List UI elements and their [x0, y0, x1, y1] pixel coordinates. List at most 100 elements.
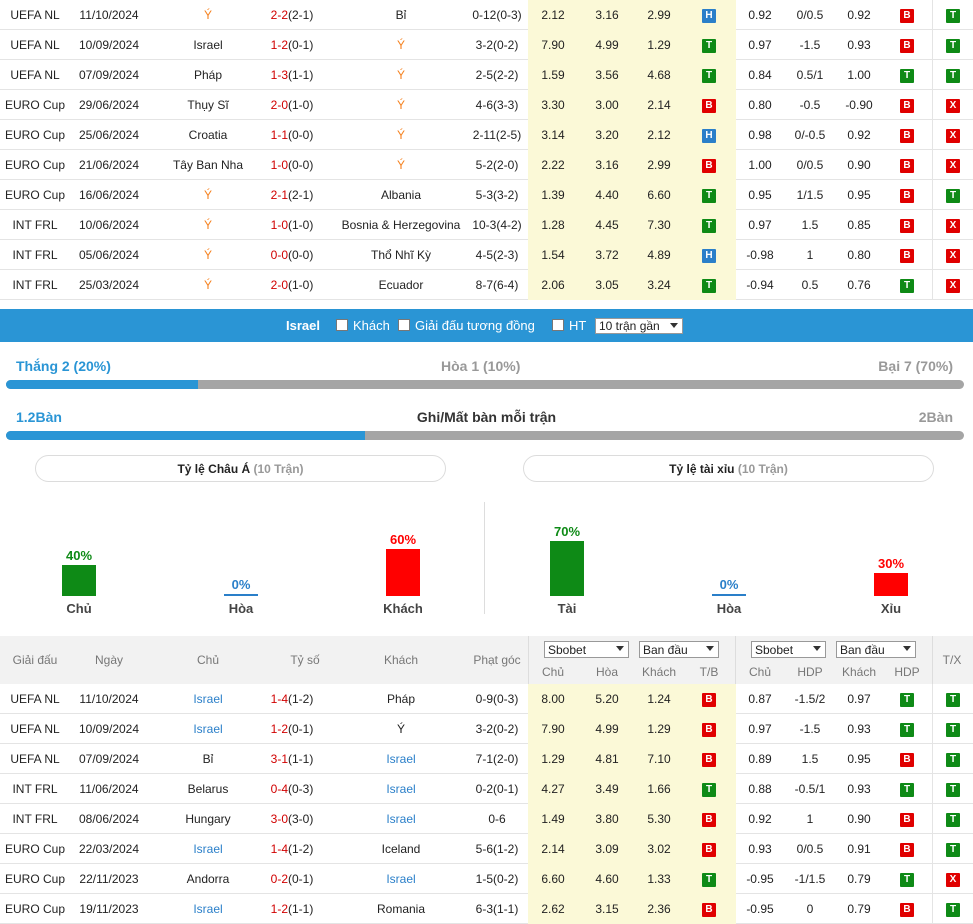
table-row[interactable]: INT FRL 11/06/2024 Belarus 0-4(0-3) Israel 0-…: [0, 774, 973, 804]
league-name[interactable]: UEFA NL: [10, 752, 60, 766]
same-league-filter[interactable]: Giải đấu tương đồng: [398, 309, 535, 342]
home-team[interactable]: Pháp: [193, 68, 223, 82]
table-row[interactable]: UEFA NL 10/09/2024 Israel 1-2(0-1) Ý 3-2(0-2)…: [0, 714, 973, 744]
table-row[interactable]: UEFA NL 10/09/2024 Israel 1-2(0-1) Ý 3-2(0-2)…: [0, 30, 973, 60]
ou-result-badge: T: [946, 812, 960, 827]
table-row[interactable]: INT FRL 10/06/2024 Ý 1-0(1-0) Bosnia & Herze…: [0, 210, 973, 240]
table-row[interactable]: EURO Cup 22/03/2024 Israel 1-4(1-2) Iceland 5…: [0, 834, 973, 864]
corner-cell: 7-1(2-0): [458, 744, 536, 774]
half-time-score: (1-1): [288, 752, 314, 766]
away-team[interactable]: Israel: [386, 752, 416, 766]
away-team[interactable]: Bosnia & Herzegovina: [341, 218, 461, 232]
table-row[interactable]: EURO Cup 22/11/2023 Andorra 0-2(0-1) Israel 1…: [0, 864, 973, 894]
home-team[interactable]: Thụy Sĩ: [187, 98, 229, 112]
away-team[interactable]: Ý: [396, 128, 405, 142]
bookmaker-select-2[interactable]: Sbobet: [751, 641, 826, 658]
home-team[interactable]: Bỉ: [202, 752, 214, 766]
away-team[interactable]: Romania: [376, 902, 426, 916]
match-count-select[interactable]: 10 trận gần: [595, 318, 683, 334]
league-name[interactable]: EURO Cup: [4, 902, 66, 916]
odds-home-cell: 4.27: [528, 774, 578, 804]
table-row[interactable]: UEFA NL 07/09/2024 Pháp 1-3(1-1) Ý 2-5(2-2) 1.…: [0, 60, 973, 90]
home-team[interactable]: Belarus: [187, 782, 229, 796]
home-team[interactable]: Ý: [203, 8, 212, 22]
league-name[interactable]: UEFA NL: [10, 38, 60, 52]
odds-type-select-1[interactable]: Ban đầu: [639, 641, 719, 658]
home-team[interactable]: Ý: [203, 248, 212, 262]
away-team[interactable]: Ý: [396, 158, 405, 172]
away-team[interactable]: Ý: [396, 722, 405, 736]
ou-result-cell: T: [932, 744, 973, 774]
home-team[interactable]: Tây Ban Nha: [172, 158, 244, 172]
table-row[interactable]: INT FRL 25/03/2024 Ý 2-0(1-0) Ecuador 8-7(6-4…: [0, 270, 973, 300]
over-under-pill[interactable]: Tỷ lệ tài xỉu (10 Trận): [523, 455, 934, 482]
home-team[interactable]: Andorra: [186, 872, 230, 886]
away-team[interactable]: Thổ Nhĩ Kỳ: [370, 248, 432, 262]
league-name[interactable]: INT FRL: [12, 278, 58, 292]
away-team[interactable]: Pháp: [386, 692, 416, 706]
table-row[interactable]: EURO Cup 21/06/2024 Tây Ban Nha 1-0(0-0) Ý 5-…: [0, 150, 973, 180]
away-checkbox[interactable]: [336, 319, 348, 331]
table-row[interactable]: INT FRL 05/06/2024 Ý 0-0(0-0) Thổ Nhĩ Kỳ 4-5(…: [0, 240, 973, 270]
odds-type-select-2[interactable]: Ban đầu: [836, 641, 916, 658]
league-name[interactable]: EURO Cup: [4, 872, 66, 886]
league-name[interactable]: INT FRL: [12, 218, 58, 232]
half-time-score: (0-0): [288, 128, 314, 142]
home-team[interactable]: Ý: [203, 188, 212, 202]
away-team[interactable]: Ý: [396, 38, 405, 52]
away-team[interactable]: Iceland: [381, 842, 421, 856]
ah-home-cell: 0.84: [736, 60, 784, 90]
away-team[interactable]: Israel: [386, 782, 416, 796]
ht-filter[interactable]: HT: [552, 309, 586, 342]
away-team[interactable]: Israel: [386, 812, 416, 826]
home-team[interactable]: Croatia: [188, 128, 228, 142]
league-name[interactable]: EURO Cup: [4, 158, 66, 172]
away-team[interactable]: Ý: [396, 68, 405, 82]
table-row[interactable]: UEFA NL 07/09/2024 Bỉ 3-1(1-1) Israel 7-1(2-0…: [0, 744, 973, 774]
table-row[interactable]: EURO Cup 16/06/2024 Ý 2-1(2-1) Albania 5-3(3-…: [0, 180, 973, 210]
ah-away-cell: -0.90: [836, 90, 882, 120]
league-name[interactable]: UEFA NL: [10, 722, 60, 736]
odds-draw-cell: 4.99: [578, 714, 636, 744]
away-team[interactable]: Ý: [396, 98, 405, 112]
table-row[interactable]: UEFA NL 11/10/2024 Israel 1-4(1-2) Pháp 0-9(0…: [0, 684, 973, 714]
home-team[interactable]: Israel: [193, 692, 223, 706]
table-row[interactable]: EURO Cup 29/06/2024 Thụy Sĩ 2-0(1-0) Ý 4-6(3-…: [0, 90, 973, 120]
league-name[interactable]: UEFA NL: [10, 8, 60, 22]
ht-checkbox[interactable]: [552, 319, 564, 331]
same-league-checkbox[interactable]: [398, 319, 410, 331]
away-team[interactable]: Bỉ: [395, 8, 407, 22]
league-name[interactable]: INT FRL: [12, 248, 58, 262]
league-name[interactable]: EURO Cup: [4, 188, 66, 202]
away-filter[interactable]: Khách: [336, 309, 390, 342]
league-name[interactable]: INT FRL: [12, 782, 58, 796]
league-name[interactable]: INT FRL: [12, 812, 58, 826]
away-cell: Ecuador: [316, 270, 486, 300]
home-team[interactable]: Israel: [193, 38, 223, 52]
home-team[interactable]: Israel: [193, 902, 223, 916]
table-row[interactable]: INT FRL 08/06/2024 Hungary 3-0(3-0) Israel 0-…: [0, 804, 973, 834]
table-row[interactable]: UEFA NL 11/10/2024 Ý 2-2(2-1) Bỉ 0-12(0-3) 2.1…: [0, 0, 973, 30]
league-name[interactable]: EURO Cup: [4, 842, 66, 856]
bookmaker-select-1[interactable]: Sbobet: [544, 641, 629, 658]
odds-away: 5.30: [647, 812, 671, 826]
away-team[interactable]: Ecuador: [378, 278, 424, 292]
league-name[interactable]: EURO Cup: [4, 128, 66, 142]
league-name[interactable]: UEFA NL: [10, 692, 60, 706]
table-row[interactable]: EURO Cup 25/06/2024 Croatia 1-1(0-0) Ý 2-11(2…: [0, 120, 973, 150]
score-cell: 0-4(0-3): [268, 774, 316, 804]
league-name[interactable]: EURO Cup: [4, 98, 66, 112]
odds-draw-cell: 4.99: [578, 30, 636, 60]
home-team[interactable]: Israel: [193, 842, 223, 856]
score-cell: 2-0(1-0): [268, 90, 316, 120]
league-name[interactable]: UEFA NL: [10, 68, 60, 82]
table-row[interactable]: EURO Cup 19/11/2023 Israel 1-2(1-1) Romania 6…: [0, 894, 973, 924]
away-team[interactable]: Albania: [380, 188, 422, 202]
home-team[interactable]: Hungary: [185, 812, 231, 826]
away-team[interactable]: Israel: [386, 872, 416, 886]
home-team[interactable]: Ý: [203, 218, 212, 232]
home-team[interactable]: Israel: [193, 722, 223, 736]
odds-result-badge: B: [702, 842, 716, 857]
asian-handicap-pill[interactable]: Tỷ lệ Châu Á (10 Trận): [35, 455, 446, 482]
home-team[interactable]: Ý: [203, 278, 212, 292]
